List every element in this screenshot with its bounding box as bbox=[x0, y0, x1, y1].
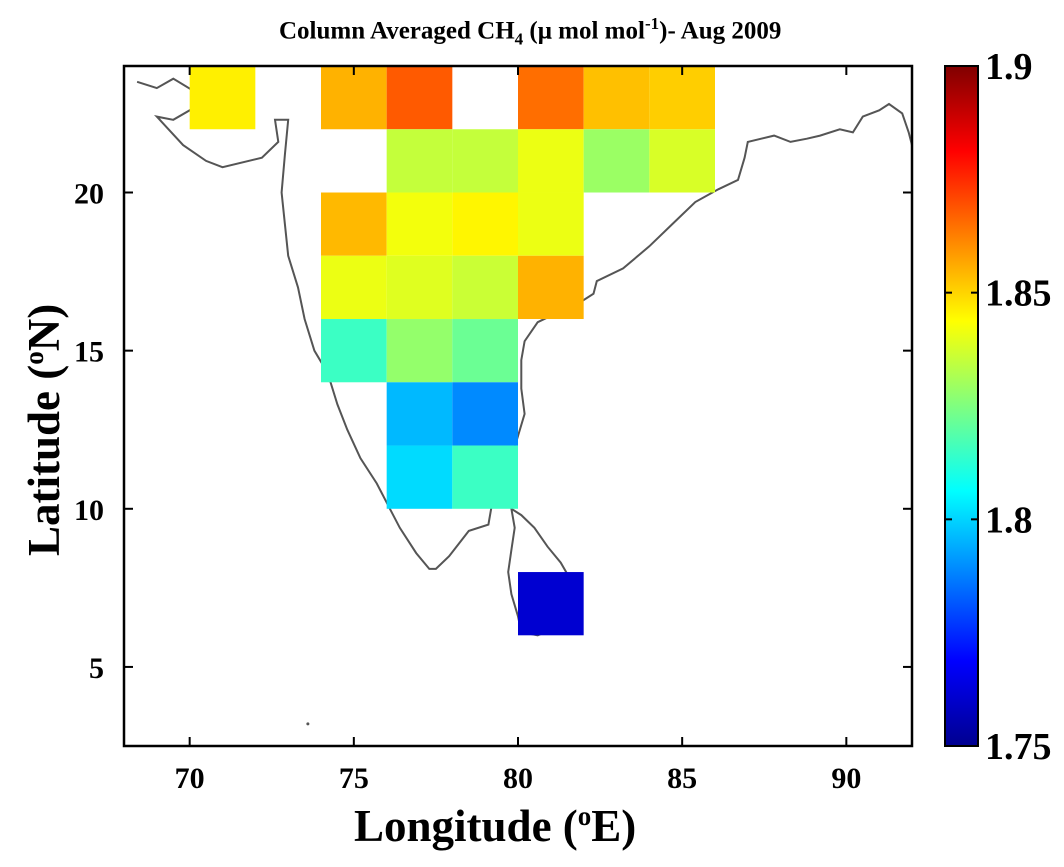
heatmap-cell bbox=[583, 66, 650, 130]
heatmap-cell bbox=[189, 66, 256, 130]
heatmap-cell bbox=[649, 66, 715, 130]
colorbar bbox=[944, 65, 979, 747]
colorbar-tick-label: 1.8 bbox=[985, 499, 1033, 541]
y-axis-label: Latitude (oN) bbox=[19, 303, 69, 556]
heatmap-cells bbox=[189, 66, 715, 636]
heatmap-cell bbox=[386, 382, 453, 446]
x-tick-label: 90 bbox=[831, 762, 861, 795]
x-tick-label: 70 bbox=[175, 762, 205, 795]
x-axis-label: Longitude (oE) bbox=[354, 801, 637, 851]
heatmap-cell bbox=[452, 129, 518, 193]
heatmap-cell bbox=[518, 129, 584, 193]
colorbar-tick-label: 1.75 bbox=[985, 726, 1052, 768]
heatmap-cell bbox=[452, 319, 518, 383]
coastline-india bbox=[136, 77, 913, 570]
heatmap-cell bbox=[452, 382, 518, 446]
heatmap-cell bbox=[452, 192, 518, 256]
y-tick-label: 15 bbox=[74, 336, 104, 369]
heatmap-cell bbox=[518, 572, 584, 636]
x-tick-label: 75 bbox=[339, 762, 369, 795]
heatmap-cell bbox=[386, 192, 453, 256]
colorbar-tick-label: 1.85 bbox=[985, 273, 1052, 315]
x-tick-label: 80 bbox=[503, 762, 533, 795]
heatmap-cell bbox=[518, 192, 584, 256]
heatmap-cell bbox=[386, 319, 453, 383]
heatmap-cell bbox=[321, 192, 387, 256]
heatmap-cell bbox=[321, 255, 387, 320]
heatmap-cell bbox=[386, 255, 453, 320]
colorbar-ticks: 1.75 1.8 1.85 1.9 bbox=[945, 46, 1052, 768]
x-tick-label: 85 bbox=[667, 762, 697, 795]
chart-title: Column Averaged CH4 (μ mol mol-1)- Aug 2… bbox=[279, 14, 782, 49]
y-tick-label: 10 bbox=[74, 494, 104, 527]
y-tick-label: 20 bbox=[74, 178, 104, 211]
heatmap-cell bbox=[518, 66, 584, 130]
heatmap-cell bbox=[321, 66, 387, 130]
x-axis-ticks: 70 75 80 85 90 bbox=[175, 66, 861, 795]
heatmap-cell bbox=[452, 445, 518, 509]
island-dot bbox=[306, 722, 310, 726]
colorbar-tick-label: 1.9 bbox=[985, 46, 1033, 88]
heatmap-cell bbox=[518, 255, 584, 320]
heatmap-cell bbox=[583, 129, 650, 193]
y-axis-ticks: 5 10 15 20 bbox=[74, 178, 912, 685]
heatmap-cell bbox=[649, 129, 715, 193]
heatmap-cell bbox=[386, 445, 453, 509]
heatmap-cell bbox=[452, 255, 518, 320]
heatmap-cell bbox=[386, 66, 453, 130]
heatmap-cell bbox=[321, 319, 387, 383]
heatmap-cell bbox=[386, 129, 453, 193]
y-tick-label: 5 bbox=[89, 652, 104, 685]
